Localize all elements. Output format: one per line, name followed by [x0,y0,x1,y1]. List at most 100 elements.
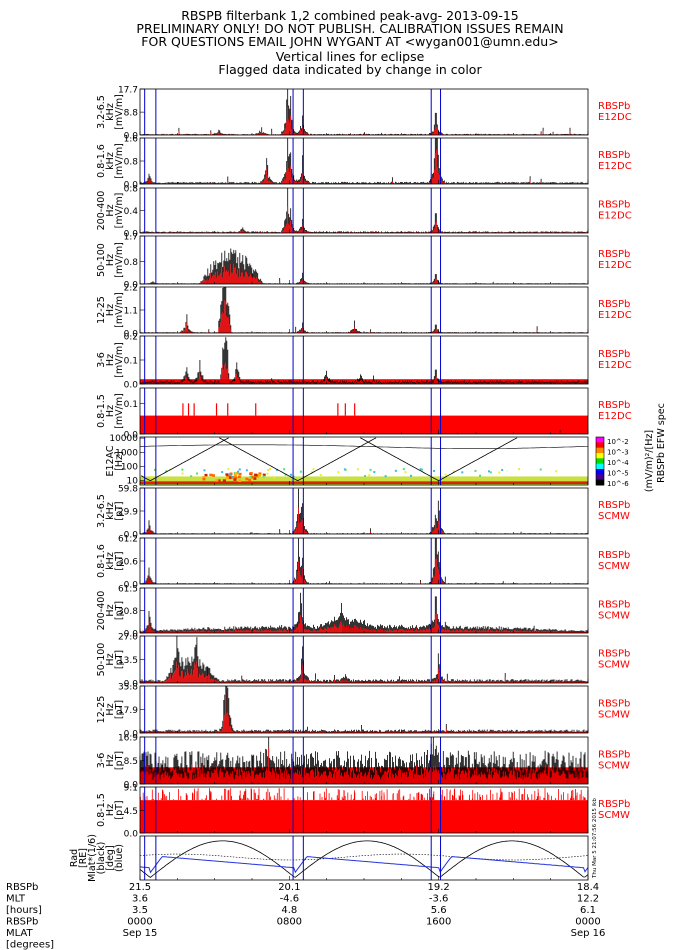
spec-pixel [433,469,436,472]
spec-pixel [150,476,153,479]
right-label-e6-0: RBSPb [598,349,630,360]
spec-gyro-curve-1 [219,437,377,482]
peak-series-b5 [139,686,589,733]
ytick-e2-0: 1.6 [124,135,139,145]
peak-series-e5 [139,287,589,333]
xaxis-tick-24-0: 18.4 [577,882,599,893]
ytick-b1-0: 59.8 [118,485,138,495]
spec-pixel [254,473,258,477]
spec-pixel [267,468,270,471]
panel-frame-b1 [139,487,589,535]
panel-frame-b2 [139,537,589,585]
panel-b3 [139,587,589,634]
spec-bottom-band [140,481,588,484]
ytick-e4-2: 0.0 [124,281,139,291]
right-label-e1-1: E12DC [598,112,632,123]
ylabel-b6-1: Hz [105,754,116,766]
ylabel-b3-2: [pT] [114,601,125,620]
spec-pixel [283,468,286,471]
xaxis-tick-16-0: 19.2 [428,882,450,893]
header-line-2: PRELIMINARY ONLY! DO NOT PUBLISH. CALIBR… [136,21,564,36]
right-label-e2-0: RBSPb [598,150,630,161]
ylabel-b7-1: Hz [105,804,116,816]
ytick-b5-1: 17.9 [118,706,138,716]
spec-pixel [312,468,315,471]
panel-frame-e6 [139,335,589,385]
ylabel-e3-0: 200-400 [96,191,107,231]
right-label-e4-0: RBSPb [598,249,630,260]
spec-pixel [273,476,276,479]
xaxis-tick-0-4: Sep 15 [123,928,158,939]
right-label-b7-1: SCMW [598,810,630,821]
panel-e2 [139,137,589,185]
timestamp: Thu Mar 5 21:07:56 2015 ikb [592,798,598,879]
ylabel-b4-1: Hz [105,653,116,665]
spec-pixel [211,474,215,477]
ytick-b3-0: 61.5 [118,585,138,595]
ytick-e3-2: 0.0 [124,230,139,240]
spec-pixel [257,473,261,477]
ylabel-e7-0: 0.8-1.5 [96,394,107,428]
xaxis-tick-0-1: 3.6 [132,894,148,905]
avg-series-e3 [139,206,589,233]
spec-pixel [488,470,491,473]
ytick-b5-2: 0.0 [124,730,139,740]
spec-pixel [501,469,504,472]
ylabel-e4-2: [mV/m] [114,242,125,278]
spec-pixel [419,468,422,471]
right-label-b4-0: RBSPb [598,649,630,660]
ytick-e7-0: 0.1 [124,400,138,410]
ylabel-b1-0: 3.2-6.5 [96,494,107,528]
spec-pixel [479,474,482,477]
spec-pixel [181,468,184,471]
peak-series-b1 [139,488,589,534]
spec-pixel [404,471,407,474]
ylabel-e6-1: Hz [105,354,116,366]
ylabel-e2-1: kHz [105,152,116,170]
orbit-mlat-blue [139,856,589,874]
panel-b7 [139,786,589,834]
spec-pixel [258,472,262,475]
right-label-e3-0: RBSPb [598,200,630,211]
colorbar-tick-1: 10^-3 [607,449,629,457]
avg-floor-b7 [140,800,588,833]
ytick-e5-1: 1.1 [124,307,138,317]
panel-frame-e3 [139,187,589,234]
ylabel-orbit-0: Rad [69,849,80,867]
spec-pixel [237,475,241,479]
spec-pixel [233,478,237,481]
ylabel-e4-1: Hz [105,254,116,266]
ylabel-e3-2: [mV/m] [114,193,125,229]
panel-b2 [139,537,589,585]
ylabel-orbit-4: [deg] [105,845,116,870]
spec-pixel [236,472,240,475]
spec-pixel [262,473,266,477]
xaxis-tick-8-1: -4.6 [280,894,300,905]
spec-pixel [233,472,236,475]
ylabel-e5-0: 12-25 [96,296,107,324]
panel-orbit [139,835,589,881]
ytick-b2-0: 61.2 [118,535,138,545]
spec-pixel [284,473,287,476]
right-label-b7-0: RBSPb [598,799,630,810]
ytick-e1-2: 0.0 [124,132,139,142]
spec-pixel [238,479,242,482]
colorbar-tick-3: 10^-5 [607,470,629,478]
ylabel-b3-0: 200-400 [96,591,107,631]
spec-pixel [262,475,265,478]
spec-pixel [153,468,156,471]
spec-low-band [140,476,588,485]
colorbar-tick-4: 10^-6 [607,480,629,488]
panel-e4 [139,235,589,285]
ylabel-b1-2: [pT] [114,501,125,520]
spec-pixel [233,474,237,477]
xaxis-tick-16-2: 5.6 [431,905,447,916]
ytick-b7-1: 4.5 [124,807,138,817]
ytick-b4-0: 27.0 [118,633,138,643]
ytick-e2-1: 0.8 [124,158,139,168]
ytick-e2-2: 0.0 [124,181,139,191]
ylabel-orbit-1: [RE] [78,848,89,868]
spec-pixel [196,472,199,475]
spec-gyro-curve-0 [140,437,229,482]
spec-pixel [444,473,447,476]
